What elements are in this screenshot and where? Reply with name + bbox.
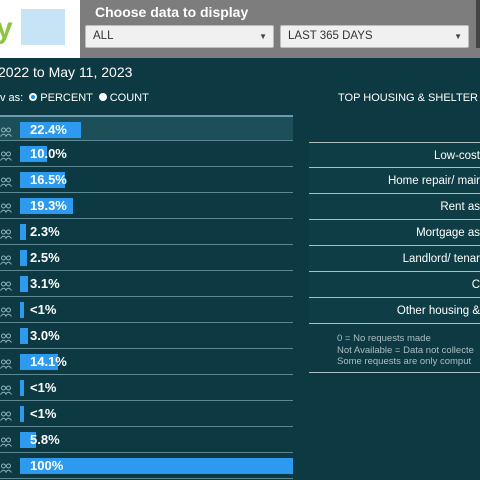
notes-box bbox=[309, 328, 480, 373]
table-row[interactable]: 3.1% bbox=[0, 271, 293, 297]
category-list: Low-cost Home repair/ mair Rent as Mortgage… bbox=[309, 142, 480, 324]
table-row[interactable]: 100% bbox=[0, 453, 293, 479]
people-icon bbox=[0, 200, 12, 213]
view-as-controls: v as: PERCENT COUNT bbox=[0, 92, 149, 105]
percent-value: 16.5% bbox=[30, 172, 67, 187]
table-row[interactable]: <1% bbox=[0, 297, 293, 323]
table-row[interactable]: 5.8% bbox=[0, 427, 293, 453]
table-row[interactable]: 2.5% bbox=[0, 245, 293, 271]
category-item[interactable]: Rent as bbox=[309, 194, 480, 220]
people-icon bbox=[0, 278, 12, 291]
percent-value: 22.4% bbox=[30, 122, 67, 137]
percent-bar bbox=[20, 276, 28, 292]
note-line: Some requests are only comput bbox=[337, 356, 472, 367]
percent-value: 100% bbox=[30, 458, 64, 473]
percent-bar bbox=[20, 198, 73, 214]
category-label: Low-cost bbox=[433, 150, 480, 162]
category-item[interactable]: C bbox=[309, 272, 480, 298]
category-label: Home repair/ mair bbox=[387, 175, 480, 187]
category-item[interactable]: Home repair/ mair bbox=[309, 168, 480, 194]
category-item[interactable]: Low-cost bbox=[309, 142, 480, 168]
table-row[interactable]: 16.5% bbox=[0, 167, 293, 193]
top-bar: y Choose data to display ALL ▼ LAST 365 … bbox=[0, 0, 480, 58]
category-label: Landlord/ tenar bbox=[402, 253, 480, 265]
people-icon bbox=[0, 330, 12, 343]
percent-value: 5.8% bbox=[30, 432, 60, 447]
date-range-text: 2022 to May 11, 2023 bbox=[0, 64, 133, 80]
data-rows: 22.4% 10.0% 16.5% 19.3% 2.3% 2.5% 3.1% <1% 3.0% 1… bbox=[0, 115, 293, 479]
table-row[interactable]: <1% bbox=[0, 375, 293, 401]
percent-bar bbox=[20, 406, 24, 422]
percent-bar bbox=[20, 458, 293, 474]
table-row[interactable]: 19.3% bbox=[0, 193, 293, 219]
date-range-select[interactable]: LAST 365 DAYS ▼ bbox=[280, 25, 469, 48]
people-icon bbox=[0, 304, 12, 317]
choose-data-title: Choose data to display bbox=[95, 4, 249, 20]
people-icon bbox=[0, 382, 12, 395]
people-icon bbox=[0, 174, 12, 187]
top-housing-heading: TOP HOUSING & SHELTER bbox=[338, 92, 478, 104]
percent-value: <1% bbox=[30, 406, 57, 421]
percent-value: 2.5% bbox=[30, 250, 60, 265]
percent-value: 19.3% bbox=[30, 198, 67, 213]
category-label: Mortgage as bbox=[416, 227, 480, 239]
percent-bar bbox=[20, 328, 28, 344]
count-radio-label[interactable]: COUNT bbox=[109, 92, 149, 104]
percent-bar bbox=[20, 380, 24, 396]
people-icon bbox=[0, 124, 12, 137]
people-icon bbox=[0, 148, 12, 161]
table-row[interactable]: <1% bbox=[0, 401, 293, 427]
note-line: Not Available = Data not collecte bbox=[337, 344, 474, 356]
category-filter-value: ALL bbox=[93, 30, 114, 42]
count-radio[interactable] bbox=[98, 93, 107, 101]
table-row[interactable]: 22.4% bbox=[0, 115, 293, 141]
category-item[interactable]: Landlord/ tenar bbox=[309, 246, 480, 272]
percent-bar bbox=[20, 354, 58, 370]
percent-radio-label[interactable]: PERCENT bbox=[40, 92, 93, 104]
category-item[interactable]: Other housing & bbox=[309, 298, 480, 324]
table-row[interactable]: 10.0% bbox=[0, 141, 293, 167]
people-icon bbox=[0, 460, 12, 473]
table-row[interactable]: 3.0% bbox=[0, 323, 293, 349]
category-item[interactable]: Mortgage as bbox=[309, 220, 480, 246]
percent-bar bbox=[20, 250, 27, 266]
people-icon bbox=[0, 408, 12, 421]
percent-value: 3.1% bbox=[30, 276, 60, 291]
category-label: Other housing & bbox=[396, 305, 480, 317]
notes: 0 = No requests made Not Available = Data… bbox=[337, 333, 474, 368]
percent-bar bbox=[20, 172, 65, 188]
percent-radio[interactable] bbox=[29, 93, 38, 101]
percent-bar bbox=[20, 432, 36, 448]
logo-image bbox=[21, 9, 65, 45]
view-as-label: v as: bbox=[0, 92, 24, 104]
edge-button[interactable] bbox=[476, 0, 480, 48]
percent-bar bbox=[20, 302, 24, 318]
chevron-down-icon: ▼ bbox=[259, 32, 267, 41]
percent-value: 10.0% bbox=[30, 146, 67, 161]
percent-value: <1% bbox=[30, 380, 57, 395]
people-icon bbox=[0, 434, 12, 447]
logo-area: y bbox=[0, 0, 80, 58]
percent-value: <1% bbox=[30, 302, 57, 317]
category-label: C bbox=[471, 279, 480, 291]
people-icon bbox=[0, 356, 12, 369]
table-row[interactable]: 2.3% bbox=[0, 219, 293, 245]
percent-bar bbox=[20, 146, 47, 162]
percent-value: 3.0% bbox=[30, 328, 60, 343]
date-range-value: LAST 365 DAYS bbox=[288, 30, 373, 42]
category-filter-select[interactable]: ALL ▼ bbox=[85, 25, 274, 48]
people-icon bbox=[0, 252, 12, 265]
chevron-down-icon: ▼ bbox=[454, 32, 462, 41]
note-line: 0 = No requests made bbox=[337, 333, 431, 344]
table-row[interactable]: 14.1% bbox=[0, 349, 293, 375]
people-icon bbox=[0, 226, 12, 239]
percent-bar bbox=[20, 122, 81, 138]
percent-bar bbox=[20, 224, 26, 240]
percent-value: 14.1% bbox=[30, 354, 67, 369]
category-label: Rent as bbox=[440, 201, 480, 213]
percent-value: 2.3% bbox=[30, 224, 60, 239]
logo-letter: y bbox=[0, 12, 13, 45]
